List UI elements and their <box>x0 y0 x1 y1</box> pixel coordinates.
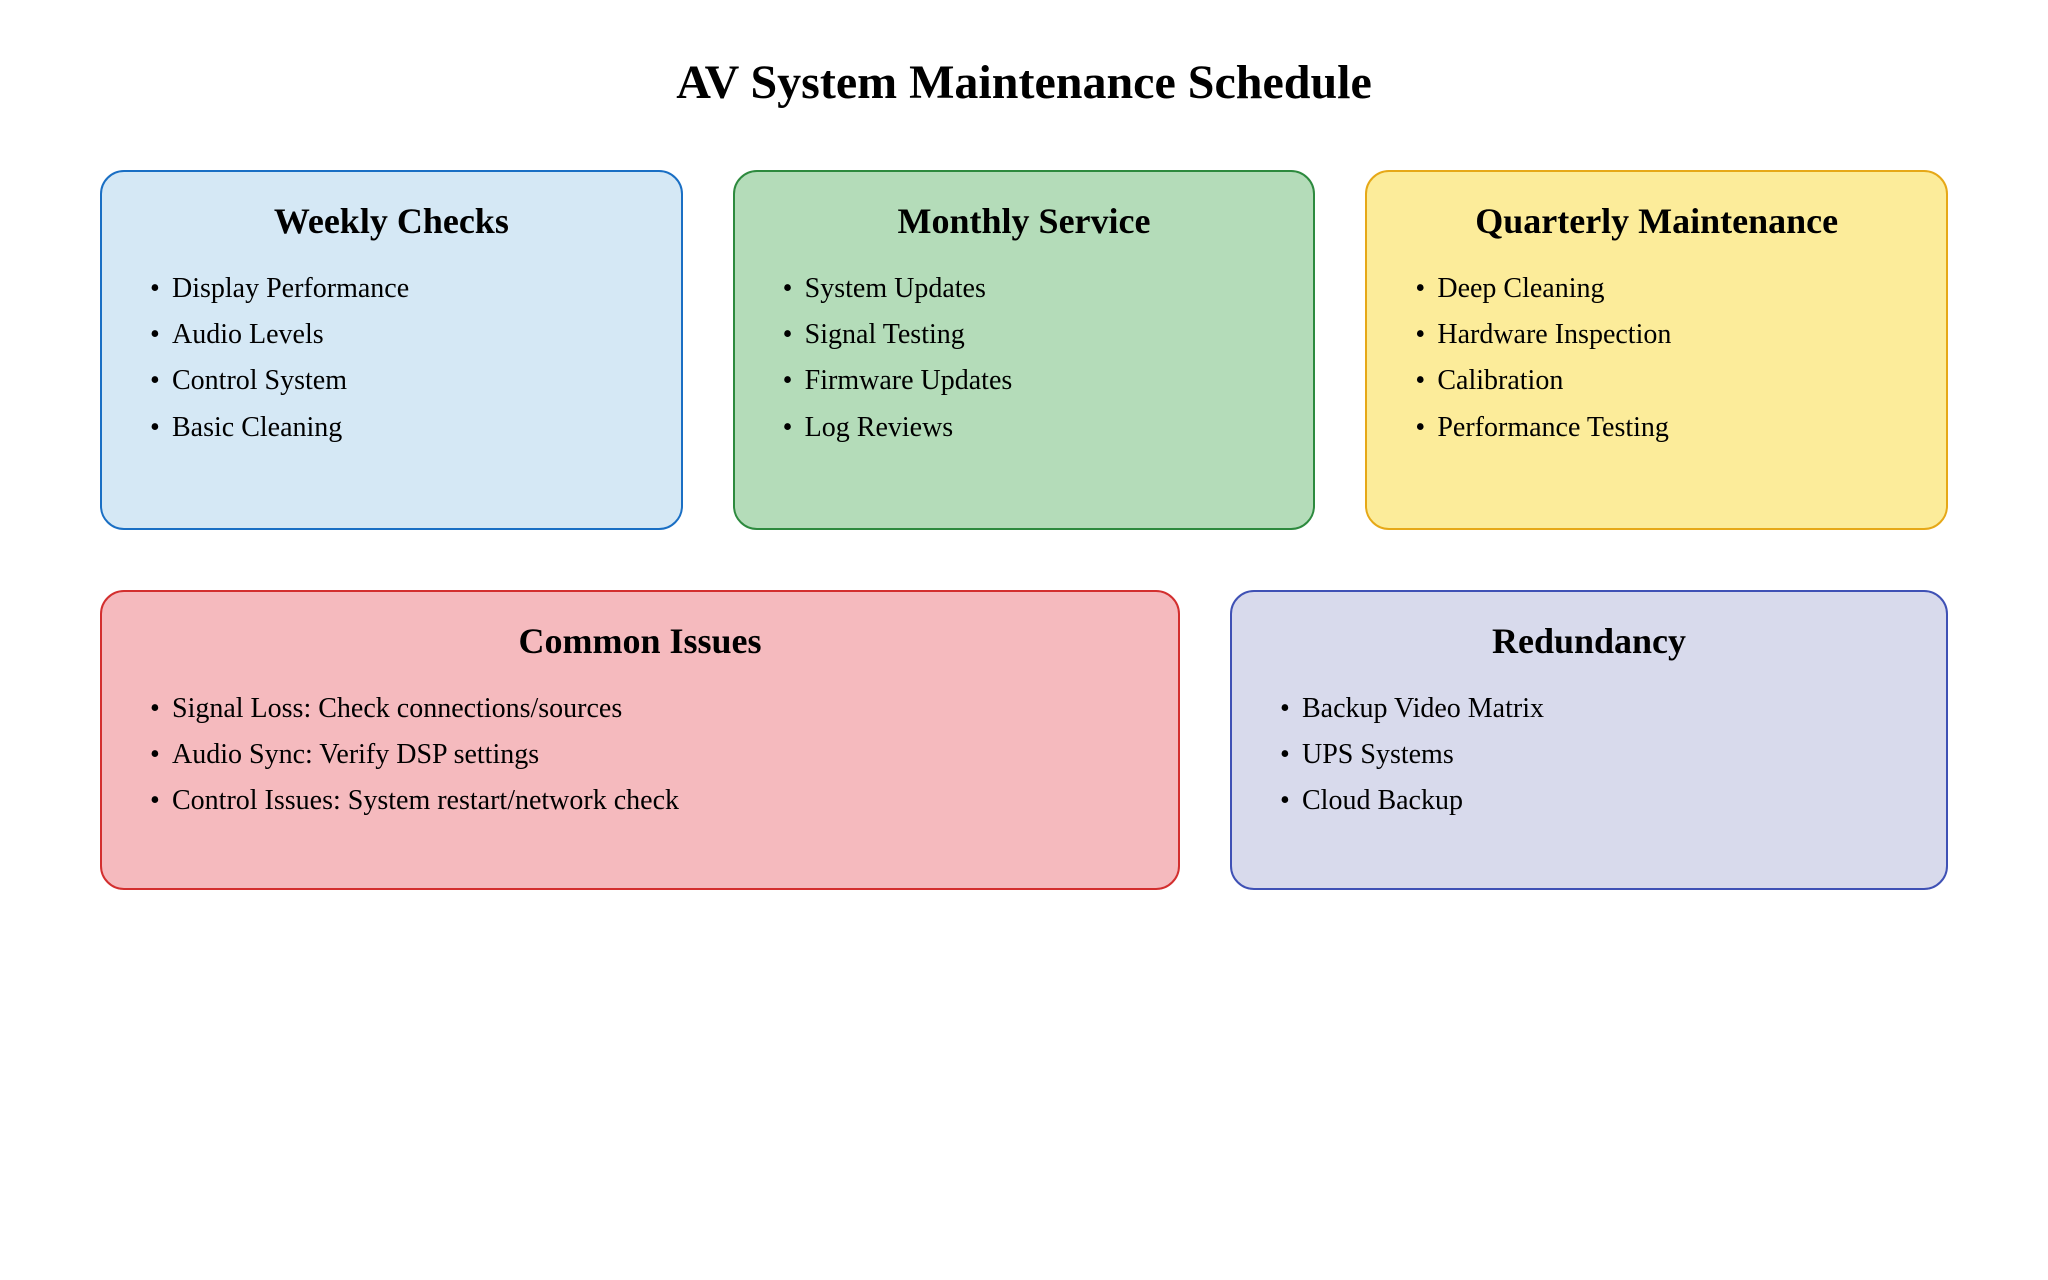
list-issues: Signal Loss: Check connections/sourcesAu… <box>142 686 1138 825</box>
list-item: System Updates <box>783 266 1274 312</box>
list-quarterly: Deep CleaningHardware InspectionCalibrat… <box>1407 266 1906 451</box>
list-item: Log Reviews <box>783 405 1274 451</box>
list-item: Signal Testing <box>783 312 1274 358</box>
list-item: Signal Loss: Check connections/sources <box>150 686 1138 732</box>
list-item: UPS Systems <box>1280 732 1906 778</box>
list-item: Calibration <box>1415 358 1906 404</box>
top-row: Weekly Checks Display PerformanceAudio L… <box>100 170 1948 530</box>
page-title: AV System Maintenance Schedule <box>100 55 1948 110</box>
list-item: Display Performance <box>150 266 641 312</box>
list-item: Audio Levels <box>150 312 641 358</box>
card-title-monthly: Monthly Service <box>775 200 1274 242</box>
list-weekly: Display PerformanceAudio LevelsControl S… <box>142 266 641 451</box>
card-title-redundancy: Redundancy <box>1272 620 1906 662</box>
list-item: Control Issues: System restart/network c… <box>150 778 1138 824</box>
card-weekly-checks: Weekly Checks Display PerformanceAudio L… <box>100 170 683 530</box>
list-monthly: System UpdatesSignal TestingFirmware Upd… <box>775 266 1274 451</box>
card-monthly-service: Monthly Service System UpdatesSignal Tes… <box>733 170 1316 530</box>
card-title-weekly: Weekly Checks <box>142 200 641 242</box>
list-item: Hardware Inspection <box>1415 312 1906 358</box>
card-title-quarterly: Quarterly Maintenance <box>1407 200 1906 242</box>
card-common-issues: Common Issues Signal Loss: Check connect… <box>100 590 1180 890</box>
list-item: Performance Testing <box>1415 405 1906 451</box>
list-item: Control System <box>150 358 641 404</box>
list-item: Deep Cleaning <box>1415 266 1906 312</box>
card-redundancy: Redundancy Backup Video MatrixUPS System… <box>1230 590 1948 890</box>
list-item: Backup Video Matrix <box>1280 686 1906 732</box>
card-title-issues: Common Issues <box>142 620 1138 662</box>
list-item: Firmware Updates <box>783 358 1274 404</box>
card-quarterly-maintenance: Quarterly Maintenance Deep CleaningHardw… <box>1365 170 1948 530</box>
bottom-row: Common Issues Signal Loss: Check connect… <box>100 590 1948 890</box>
list-item: Basic Cleaning <box>150 405 641 451</box>
list-item: Cloud Backup <box>1280 778 1906 824</box>
list-redundancy: Backup Video MatrixUPS SystemsCloud Back… <box>1272 686 1906 825</box>
list-item: Audio Sync: Verify DSP settings <box>150 732 1138 778</box>
